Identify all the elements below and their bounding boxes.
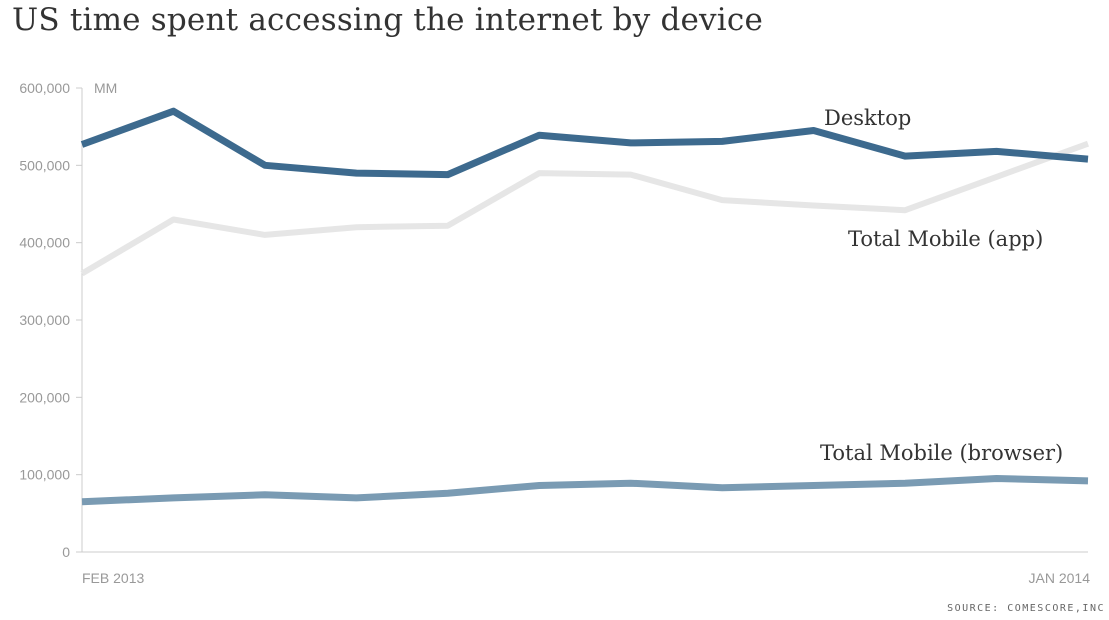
series-line-desktop (80, 107, 1089, 179)
series-label-mobile-app: Total Mobile (app) (848, 227, 1043, 251)
x-tick-label: JAN 2014 (1029, 570, 1091, 586)
series-labels: Desktop Total Mobile (app) Total Mobile (b… (820, 106, 1063, 465)
y-unit-label: MM (94, 80, 117, 96)
series-line-mobile-browser (81, 475, 1089, 506)
series-label-desktop: Desktop (824, 106, 911, 130)
chart-title: US time spent accessing the internet by … (12, 2, 763, 38)
y-tick-label: 500,000 (19, 157, 70, 173)
y-tick-label: 400,000 (19, 235, 70, 251)
y-tick-label: 0 (62, 544, 70, 560)
axes: 0 100,000 200,000 300,000 400,000 500,000 600,… (19, 80, 1090, 586)
series-line-mobile-app (80, 140, 1090, 277)
y-tick-label: 600,000 (19, 80, 70, 96)
y-tick-label: 200,000 (19, 389, 70, 405)
series-lines (80, 107, 1090, 506)
y-tick-label: 300,000 (19, 312, 70, 328)
series-label-mobile-browser: Total Mobile (browser) (820, 441, 1063, 465)
source-credit: SOURCE: COMESCORE,INC (947, 603, 1105, 614)
y-tick-label: 100,000 (19, 467, 70, 483)
x-tick-label: FEB 2013 (82, 570, 144, 586)
